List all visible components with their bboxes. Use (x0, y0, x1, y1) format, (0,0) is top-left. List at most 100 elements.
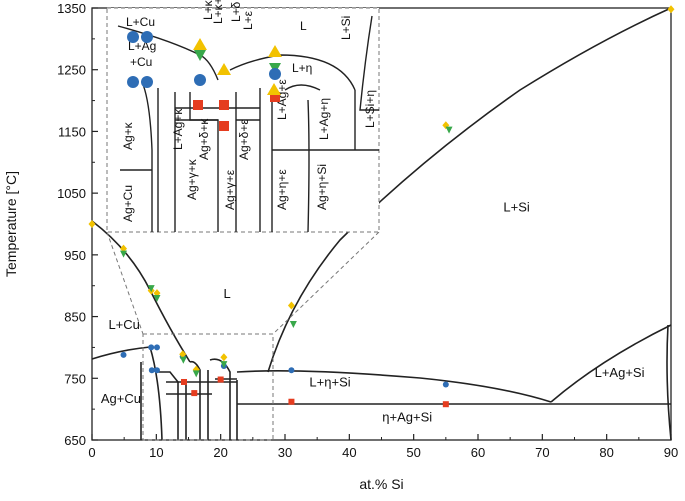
region-label: L+η+Si (309, 374, 350, 389)
x-tick-label: 40 (342, 445, 356, 460)
region-label: L+Ag+Si (595, 365, 645, 380)
y-tick-label: 950 (64, 248, 86, 263)
inset-circle-marker (141, 31, 153, 43)
x-tick-label: 0 (88, 445, 95, 460)
inset-region-label: Ag+δ+κ (197, 118, 211, 160)
region-label: L+Cu (108, 317, 139, 332)
data-point-blue-circle (442, 381, 449, 388)
data-point-green-triangle (147, 285, 155, 293)
inset-circle-marker (141, 76, 153, 88)
inset-region-label: L+κ+Cu (211, 0, 225, 24)
inset-triangle-marker (268, 45, 282, 57)
data-point-green-triangle (220, 361, 228, 369)
x-tick-label: 10 (149, 445, 163, 460)
x-tick-label: 90 (664, 445, 678, 460)
inset-circle-marker (127, 31, 139, 43)
x-tick-label: 50 (406, 445, 420, 460)
data-point-green-triangle (153, 295, 161, 303)
inset-down-triangle-marker (194, 50, 206, 61)
y-tick-label: 1250 (57, 63, 86, 78)
inset-square-marker (193, 100, 203, 110)
data-point-red-square (288, 398, 295, 405)
data-point-blue-circle (120, 351, 127, 358)
inset-region-label: L+Ag+η (317, 98, 331, 140)
x-axis-title: at.% Si (359, 476, 403, 492)
data-point-yellow-diamond (287, 301, 295, 310)
region-labels: L L+Si L+Cu Ag+Cu L+η+Si η+Ag+Si L+Ag+Si (101, 200, 645, 425)
region-label: L+Si (503, 200, 529, 215)
y-tick-label: 1050 (57, 186, 86, 201)
inset-region-label: L+ε (241, 10, 255, 30)
zoom-region (142, 333, 274, 441)
inset-triangle-marker (193, 38, 207, 50)
x-tick-label: 60 (471, 445, 485, 460)
data-point-green-triangle (289, 320, 297, 328)
inset-labels: L+CuL+κL+κ+Cu L+δL+ε L L+SiL+Ag+Cu L+ηAg+κ L+… (121, 0, 377, 222)
data-point-yellow-diamond (179, 350, 187, 359)
region-label: Ag+Cu (101, 391, 141, 406)
data-point-red-square (180, 378, 187, 385)
si-solvus (666, 324, 672, 441)
y-axis-title: Temperature [°C] (3, 171, 19, 277)
region-label: L (223, 286, 230, 301)
inset-region-label: L+Si (339, 16, 353, 40)
inset-region-label: +Cu (130, 55, 152, 69)
si-liquidus-right (550, 324, 672, 403)
y-tick-label: 1150 (58, 124, 86, 139)
x-tick-label: 20 (213, 445, 227, 460)
inset-triangle-marker (267, 83, 281, 95)
ag-cu-boundary (149, 346, 163, 441)
data-point-red-square (191, 390, 198, 397)
y-tick-label: 850 (64, 310, 86, 325)
inset-circle-marker (194, 74, 206, 86)
inset-square-marker (219, 121, 229, 131)
inset-region-label: L+Cu (126, 15, 155, 29)
data-markers (88, 5, 675, 408)
data-point-green-triangle (120, 250, 128, 258)
inset-panel (106, 7, 380, 233)
inset-square-marker (270, 92, 280, 102)
liquidus-si-side (267, 7, 672, 373)
data-point-blue-circle (148, 344, 155, 351)
inset-region-label: Ag+γ+ε (223, 169, 237, 210)
inset-region-label: Ag+Cu (121, 185, 135, 222)
x-tick-label: 80 (599, 445, 613, 460)
data-point-red-square (217, 376, 224, 383)
inset-region-label: L+η (292, 61, 312, 75)
data-point-yellow-diamond (88, 220, 96, 228)
data-point-blue-circle (153, 367, 160, 374)
liquidus-cu-side (91, 220, 191, 363)
inset-triangle-marker (217, 63, 231, 75)
zoom-guides (106, 231, 380, 441)
data-point-blue-circle (148, 367, 155, 374)
y-tick-label: 1350 (57, 1, 86, 16)
data-point-green-triangle (179, 356, 187, 364)
data-point-blue-circle (288, 367, 295, 374)
inset-circle-marker (269, 68, 281, 80)
inset-region-label: L+κ (201, 0, 215, 20)
y-tick-label: 750 (64, 371, 86, 386)
data-point-green-triangle (192, 370, 200, 378)
data-point-red-square (442, 401, 449, 408)
inset-circle-marker (127, 76, 139, 88)
x-tick-label: 30 (278, 445, 292, 460)
inset-region-label: Ag+η+Si (315, 164, 329, 210)
inset-square-marker (219, 100, 229, 110)
data-point-yellow-diamond (667, 5, 675, 14)
inset-region-label: L+Si+η (363, 90, 377, 128)
data-point-yellow-diamond (220, 353, 228, 362)
cu-solvus (91, 346, 151, 360)
inset-region-label: L+Ag+κ (171, 108, 185, 150)
region-label: η+Ag+Si (382, 409, 432, 424)
y-tick-label: 650 (64, 433, 86, 448)
axes: 0 10 20 30 40 50 60 70 80 90 650 750 850 950 1050 1150 1… (3, 1, 678, 492)
inset-region-label: Ag+η+ε (275, 169, 289, 210)
data-point-green-triangle (445, 126, 453, 134)
data-point-blue-circle (153, 344, 160, 351)
inset-region-label: Ag+κ (121, 121, 135, 150)
inset-region-label: L (300, 19, 307, 33)
inset-region-label: L+Ag+ε (275, 79, 289, 120)
inset-region-label: L+δ (229, 1, 243, 22)
